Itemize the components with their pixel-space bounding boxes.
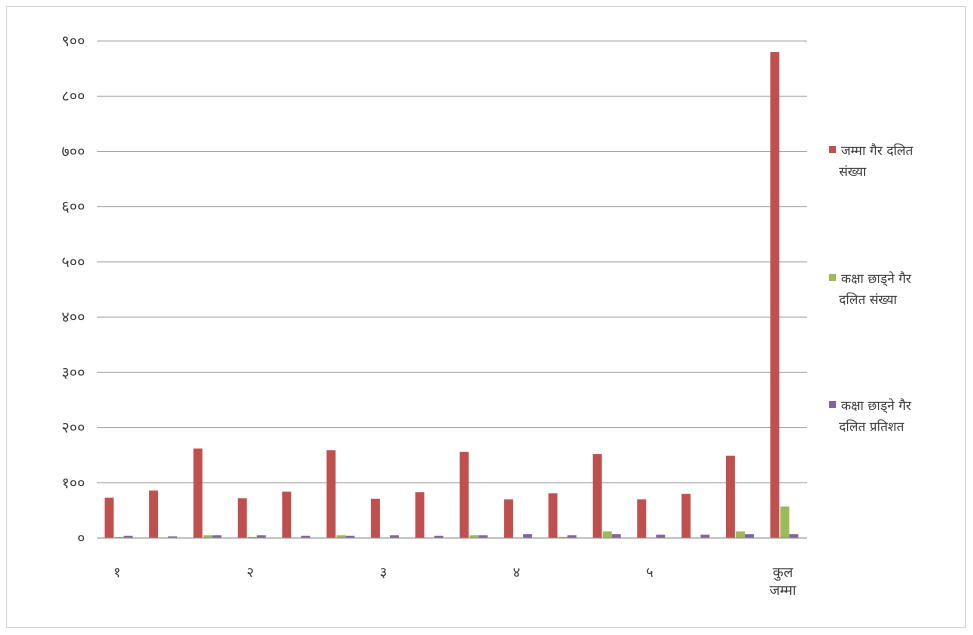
y-tick-label: ९०० bbox=[62, 32, 85, 50]
y-tick-label: ५०० bbox=[62, 253, 85, 271]
bar-series-1 bbox=[548, 493, 558, 538]
bar-series-3 bbox=[345, 535, 355, 538]
x-category-label: ४ bbox=[513, 565, 520, 581]
bar-series-1 bbox=[282, 491, 292, 538]
bar-series-1 bbox=[770, 52, 780, 539]
bar-series-2 bbox=[469, 535, 479, 538]
bar-series-1 bbox=[725, 455, 735, 538]
bar-series-3 bbox=[212, 535, 222, 538]
bar-series-1 bbox=[459, 451, 469, 538]
bar-series-1 bbox=[504, 499, 514, 538]
bar-series-3 bbox=[523, 534, 533, 538]
y-tick-label: १०० bbox=[62, 474, 85, 492]
x-category-label: जम्मा bbox=[770, 583, 797, 599]
bar-series-1 bbox=[681, 493, 691, 538]
bar-chart: ० १०० २०० ३०० ४०० ५०० ६०० ७०० ८०० ९०० १ २ ३ ४ ५ कुल जम्म… bbox=[62, 32, 914, 599]
bar-series-2 bbox=[735, 531, 745, 538]
bar-series-3 bbox=[168, 536, 178, 538]
bar-series-3 bbox=[256, 535, 266, 538]
legend: जम्मा गैर दलित संख्या कक्षा छाड्ने गैर दलित… bbox=[829, 143, 914, 435]
grid-layer bbox=[97, 40, 807, 484]
bar-series-1 bbox=[104, 497, 114, 538]
bar-series-3 bbox=[123, 535, 133, 538]
y-tick-label: २०० bbox=[62, 419, 85, 437]
bar-series-1 bbox=[193, 448, 203, 538]
legend-swatch bbox=[829, 274, 836, 281]
y-tick-label: ७०० bbox=[62, 142, 85, 160]
bar-series-2 bbox=[558, 536, 568, 538]
legend-swatch bbox=[829, 146, 836, 153]
x-category-label: कुल bbox=[773, 565, 794, 581]
legend-entry-1: जम्मा गैर दलित संख्या bbox=[839, 143, 914, 180]
bar-series-2 bbox=[247, 536, 257, 538]
axis-layer: ० १०० २०० ३०० ४०० ५०० ६०० ७०० ८०० ९०० १ २ ३ ४ ५ कुल जम्म… bbox=[62, 32, 807, 599]
bar-series-1 bbox=[592, 454, 602, 538]
bar-series-3 bbox=[789, 534, 799, 538]
legend-swatch bbox=[829, 401, 836, 408]
bar-series-3 bbox=[478, 535, 488, 538]
y-tick-label: ८०० bbox=[62, 87, 85, 105]
x-category-label: ३ bbox=[380, 565, 387, 581]
bar-series-2 bbox=[203, 535, 213, 538]
bar-series-3 bbox=[656, 534, 666, 538]
bars-layer bbox=[104, 52, 799, 539]
y-tick-label: ४०० bbox=[62, 308, 85, 326]
bar-series-3 bbox=[611, 534, 621, 538]
bar-series-2 bbox=[602, 531, 612, 538]
legend-entry-2: कक्षा छाड्ने गैर दलित संख्या bbox=[839, 271, 912, 308]
y-tick-label: ३०० bbox=[62, 363, 85, 381]
chart-frame: ० १०० २०० ३०० ४०० ५०० ६०० ७०० ८०० ९०० १ २ ३ ४ ५ कुल जम्म… bbox=[6, 6, 966, 628]
bar-series-3 bbox=[434, 535, 444, 538]
bar-series-2 bbox=[114, 536, 124, 538]
bar-series-1 bbox=[149, 490, 159, 538]
bar-series-3 bbox=[700, 534, 710, 538]
bar-series-1 bbox=[326, 450, 336, 538]
bar-series-3 bbox=[744, 534, 754, 538]
bar-series-2 bbox=[336, 535, 346, 538]
x-category-label: २ bbox=[247, 565, 254, 581]
x-category-label: ५ bbox=[646, 565, 653, 581]
x-category-label: १ bbox=[114, 565, 121, 581]
bar-series-3 bbox=[301, 535, 311, 538]
bar-series-1 bbox=[415, 492, 425, 538]
legend-entry-3: कक्षा छाड्ने गैर दलित प्रतिशत bbox=[839, 398, 912, 435]
bar-series-2 bbox=[780, 506, 790, 538]
bar-series-1 bbox=[637, 499, 647, 538]
bar-series-1 bbox=[237, 498, 247, 538]
bar-series-1 bbox=[370, 498, 380, 538]
bar-series-3 bbox=[567, 535, 577, 538]
y-tick-label: ० bbox=[77, 529, 85, 547]
y-tick-label: ६०० bbox=[62, 198, 85, 216]
bar-series-3 bbox=[389, 535, 399, 538]
